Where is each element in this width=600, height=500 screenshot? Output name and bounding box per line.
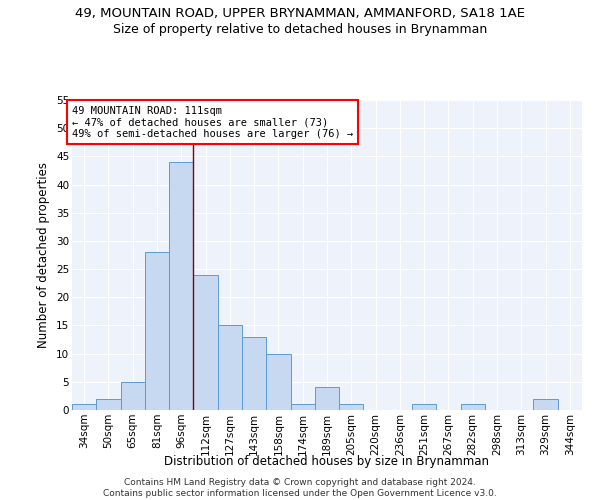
Text: Size of property relative to detached houses in Brynamman: Size of property relative to detached ho… (113, 22, 487, 36)
Bar (339, 404, 364, 410)
Bar (96, 398, 121, 410)
Bar (315, 388, 339, 410)
Bar (145, 252, 169, 410)
Bar (218, 326, 242, 410)
Text: 49, MOUNTAIN ROAD, UPPER BRYNAMMAN, AMMANFORD, SA18 1AE: 49, MOUNTAIN ROAD, UPPER BRYNAMMAN, AMMA… (75, 8, 525, 20)
Text: 49 MOUNTAIN ROAD: 111sqm
← 47% of detached houses are smaller (73)
49% of semi-d: 49 MOUNTAIN ROAD: 111sqm ← 47% of detach… (72, 106, 353, 139)
Bar (193, 274, 218, 410)
Bar (266, 354, 290, 410)
Bar (169, 162, 193, 410)
Bar (242, 336, 266, 410)
Bar (412, 404, 436, 410)
Y-axis label: Number of detached properties: Number of detached properties (37, 162, 50, 348)
Bar (72, 404, 96, 410)
Text: Contains HM Land Registry data © Crown copyright and database right 2024.
Contai: Contains HM Land Registry data © Crown c… (103, 478, 497, 498)
Bar (533, 398, 558, 410)
Bar (121, 382, 145, 410)
Bar (290, 404, 315, 410)
Bar (461, 404, 485, 410)
Text: Distribution of detached houses by size in Brynamman: Distribution of detached houses by size … (164, 455, 490, 468)
